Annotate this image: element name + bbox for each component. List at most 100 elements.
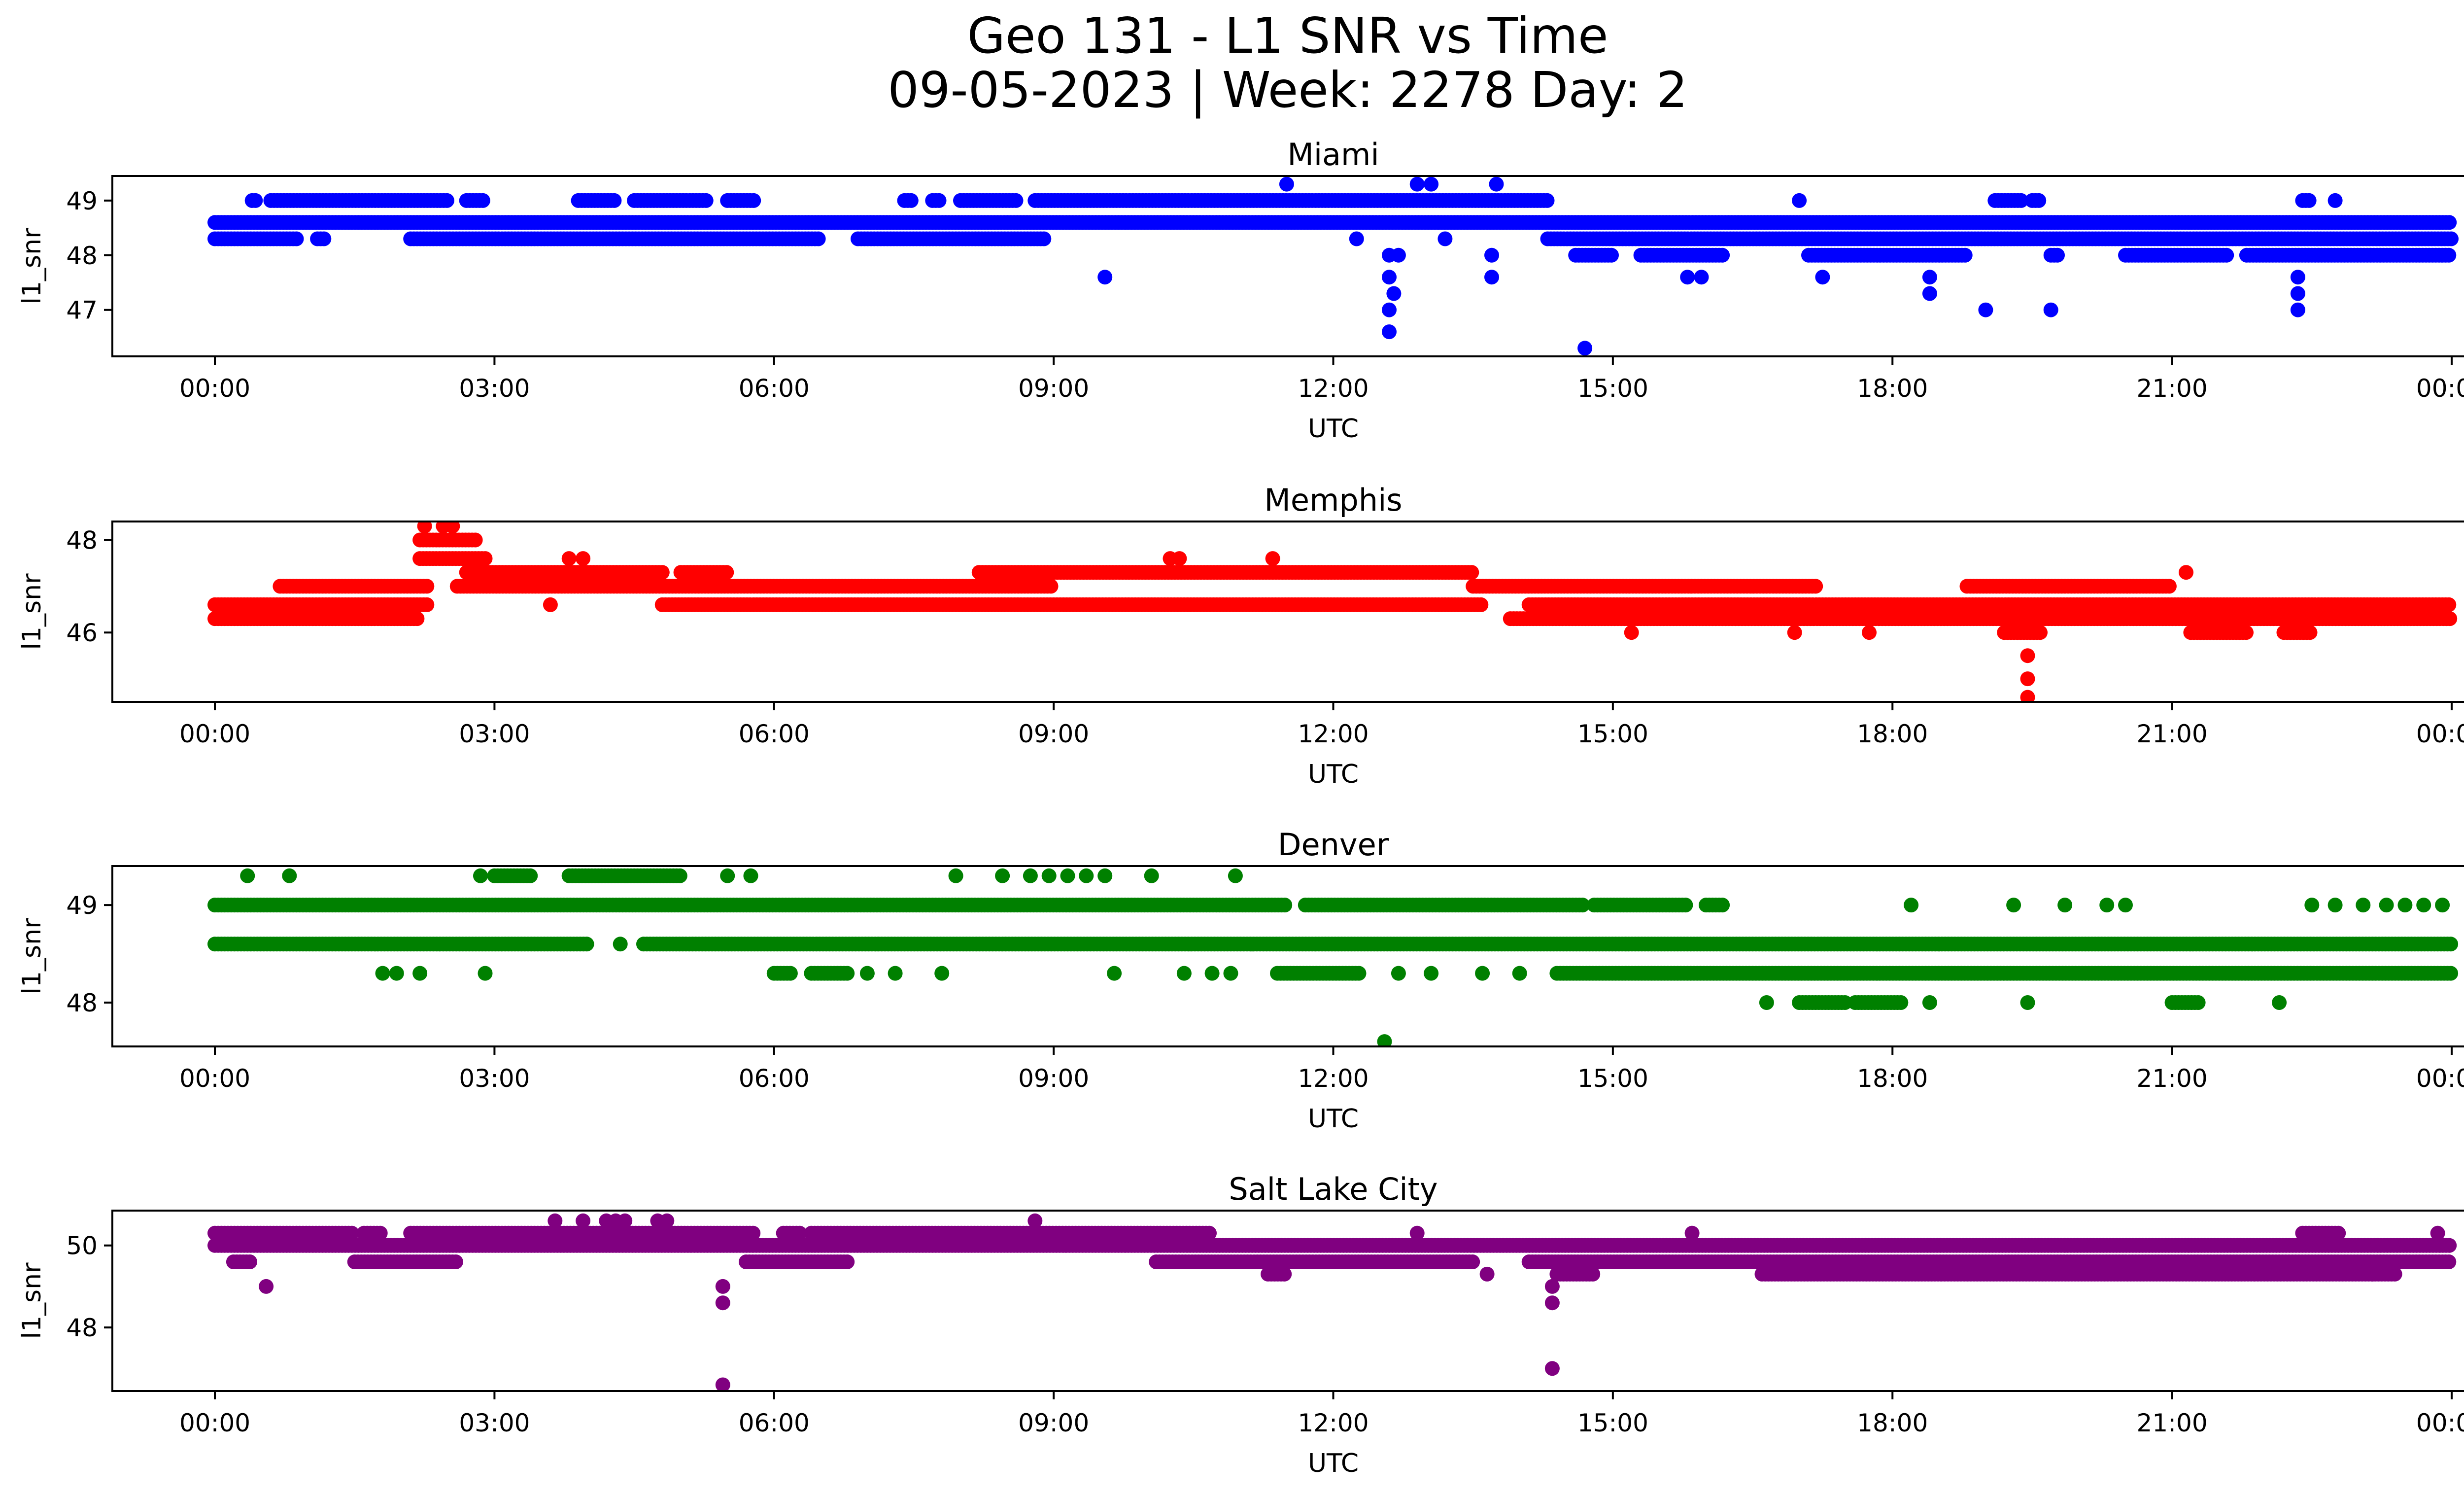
data-point: [2443, 966, 2459, 981]
x-tick-label: 21:00: [2137, 720, 2208, 748]
data-point: [1041, 868, 1057, 883]
data-point: [1715, 247, 1730, 263]
snr-level-48-6: [207, 215, 2457, 230]
data-point: [1079, 868, 1094, 883]
data-point: [1893, 995, 1909, 1010]
snr-level-46: [1997, 625, 2318, 640]
snr-level-48-3: [207, 231, 2459, 246]
x-tick-label: 12:00: [1298, 720, 1369, 748]
y-tick-label: 46: [66, 619, 98, 647]
data-point: [1391, 966, 1406, 981]
data-point: [607, 193, 622, 208]
data-point: [888, 966, 903, 981]
snr-level-48: [1792, 995, 2206, 1010]
x-tick-label: 09:00: [1018, 720, 1089, 748]
data-point: [2327, 193, 2343, 208]
data-point: [1575, 898, 1590, 913]
data-point: [1437, 231, 1453, 246]
data-point: [2441, 247, 2457, 263]
data-point: [417, 522, 432, 534]
x-tick-label: 00:00: [179, 374, 250, 403]
data-point: [1144, 868, 1159, 883]
data-point: [1223, 966, 1238, 981]
data-point: [1715, 898, 1730, 913]
data-point: [2442, 611, 2458, 626]
data-point: [1694, 270, 1709, 285]
data-point: [1837, 995, 1852, 1010]
snr-level-46-6: [207, 597, 2457, 612]
data-point: [2033, 625, 2048, 640]
data-point: [1957, 247, 1973, 263]
data-point: [1023, 868, 1038, 883]
data-point: [948, 868, 963, 883]
data-point: [1382, 302, 1397, 317]
data-point: [1036, 231, 1052, 246]
data-point: [240, 868, 255, 883]
data-point: [672, 868, 687, 883]
x-tick-label: 03:00: [459, 720, 530, 748]
data-point: [613, 937, 628, 952]
data-point: [934, 966, 950, 981]
y-tick-label: 48: [66, 526, 98, 555]
data-point: [561, 551, 577, 566]
data-point: [1922, 270, 1937, 285]
data-point: [1624, 625, 1639, 640]
x-axis-label-miami: UTC: [1308, 414, 1359, 444]
data-point: [1097, 270, 1113, 285]
x-tick-label: 12:00: [1298, 374, 1369, 403]
data-point: [2020, 671, 2035, 687]
data-point: [2161, 579, 2177, 594]
data-point: [1097, 868, 1113, 883]
data-point: [995, 868, 1010, 883]
data-point: [2301, 193, 2317, 208]
figure-title-line2: 09-05-2023 | Week: 2278 Day: 2: [888, 61, 1688, 119]
x-tick-label: 18:00: [1857, 374, 1928, 403]
x-tick-label: 15:00: [1577, 374, 1648, 403]
data-point: [1351, 966, 1367, 981]
data-point: [840, 966, 855, 981]
y-axis-label-memphis: l1_snr: [17, 573, 47, 650]
scatter-points-miami: [207, 176, 2459, 356]
y-tick-label: 47: [66, 296, 98, 325]
data-point: [1176, 966, 1192, 981]
data-point: [811, 231, 826, 246]
data-point: [1349, 231, 1364, 246]
subplot-title-denver: Denver: [1278, 827, 1389, 863]
data-point: [1409, 176, 1425, 192]
data-point: [468, 532, 483, 548]
data-point: [743, 868, 758, 883]
data-point: [1382, 324, 1397, 340]
data-point: [1540, 193, 1555, 208]
data-point: [523, 868, 538, 883]
data-point: [2014, 193, 2029, 208]
data-point: [1792, 193, 1807, 208]
data-point: [579, 937, 594, 952]
data-point: [1043, 579, 1059, 594]
data-point: [1473, 597, 1489, 612]
data-point: [1279, 176, 1294, 192]
data-point: [2179, 565, 2193, 580]
data-point: [419, 597, 435, 612]
snr-level-46-3: [207, 611, 2458, 626]
data-point: [1424, 176, 1439, 192]
data-point: [1172, 551, 1187, 566]
data-point: [1808, 579, 1823, 594]
x-tick-label: 00:00: [2416, 720, 2464, 748]
data-point: [783, 966, 798, 981]
data-point: [1678, 898, 1693, 913]
data-point: [1978, 302, 1993, 317]
data-point: [410, 611, 425, 626]
data-point: [2239, 625, 2254, 640]
data-point: [1604, 247, 1619, 263]
data-point: [1484, 270, 1499, 285]
data-point: [1277, 898, 1293, 913]
data-point: [859, 966, 875, 981]
snr-level-48-6: [207, 937, 2459, 952]
data-point: [389, 966, 404, 981]
data-point: [2443, 937, 2459, 952]
data-point: [473, 868, 488, 883]
data-point: [1464, 565, 1479, 580]
data-point: [1265, 551, 1280, 566]
